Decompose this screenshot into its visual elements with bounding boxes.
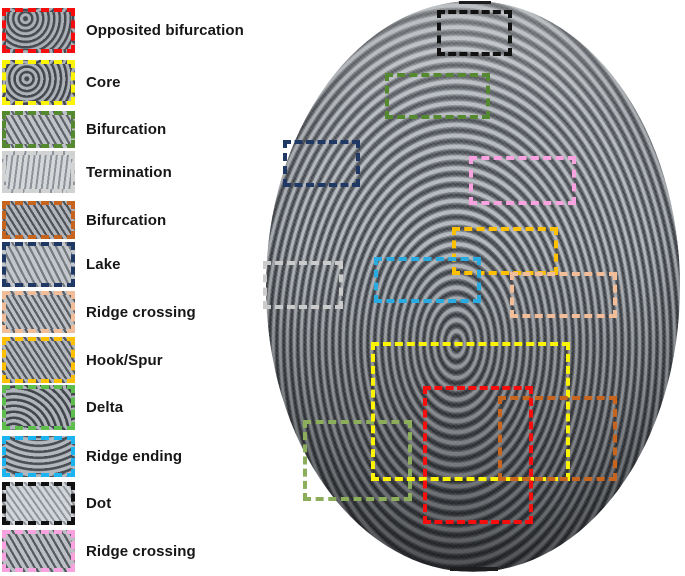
- core-swatch: [2, 60, 75, 105]
- region-ridge-crossing-peach-box: [510, 272, 617, 318]
- legend-item-bifurcation-2: Bifurcation: [2, 201, 166, 239]
- region-dot-box: [437, 10, 512, 56]
- photo-bottom-edge: [450, 567, 498, 571]
- legend-label-ridge-ending: Ridge ending: [86, 448, 183, 465]
- lake-swatch: [2, 242, 75, 287]
- legend-item-ridge-crossing-2: Ridge crossing: [2, 530, 196, 572]
- photo-top-edge: [459, 1, 491, 4]
- legend-item-dot: Dot: [2, 482, 111, 525]
- bifurcation-swatch: [2, 111, 75, 148]
- legend-item-termination: Termination: [2, 151, 172, 193]
- region-opposited-bifurcation-box: [423, 386, 533, 524]
- termination-swatch: [2, 151, 75, 193]
- region-delta-box: [303, 420, 412, 501]
- legend-label-core: Core: [86, 74, 121, 91]
- legend-label-ridge-crossing-2: Ridge crossing: [86, 542, 196, 560]
- legend-item-lake: Lake: [2, 242, 121, 287]
- legend-label-dot: Dot: [86, 495, 112, 512]
- legend-item-ridge-ending: Ridge ending: [2, 436, 182, 477]
- legend-label-opposited-bifurcation: Opposited bifurcation: [86, 22, 244, 39]
- ridge-crossing-pink-swatch: [2, 530, 75, 572]
- fingerprint-panel: [263, 1, 680, 572]
- fingerprint-image: [266, 1, 680, 572]
- legend-item-core: Core: [2, 60, 121, 105]
- hook-spur-swatch: [2, 337, 75, 383]
- opposited-bifurcation-swatch: [2, 8, 75, 53]
- delta-swatch: [2, 385, 75, 430]
- legend-item-bifurcation-1: Bifurcation: [2, 111, 166, 148]
- region-ridge-ending-box: [374, 257, 481, 303]
- bifurcation-brown-swatch: [2, 201, 75, 239]
- region-termination-box: [263, 261, 343, 309]
- ridge-ending-swatch: [2, 436, 75, 477]
- legend-label-delta: Delta: [86, 399, 124, 416]
- legend-label-bifurcation-1: Bifurcation: [86, 121, 167, 138]
- legend-item-ridge-crossing-1: Ridge crossing: [2, 291, 196, 333]
- legend-label-termination: Termination: [86, 163, 172, 181]
- region-bifurcation-green-box: [385, 73, 490, 119]
- region-bifurcation-brown-box: [498, 396, 617, 481]
- dot-swatch: [2, 482, 75, 525]
- region-ridge-crossing-pink-box: [469, 156, 576, 205]
- legend-label-ridge-crossing-1: Ridge crossing: [86, 303, 196, 321]
- legend-label-lake: Lake: [86, 256, 121, 273]
- legend-item-delta: Delta: [2, 385, 123, 430]
- region-hook-spur-box: [452, 227, 558, 275]
- legend-label-hook-spur: Hook/Spur: [86, 351, 163, 369]
- legend-item-hook-spur: Hook/Spur: [2, 337, 163, 383]
- ridge-crossing-peach-swatch: [2, 291, 75, 333]
- legend-label-bifurcation-2: Bifurcation: [86, 211, 167, 229]
- region-core-box: [371, 342, 570, 481]
- legend-item-opposited-bifurcation: Opposited bifurcation: [2, 8, 244, 53]
- region-lake-box: [283, 140, 360, 187]
